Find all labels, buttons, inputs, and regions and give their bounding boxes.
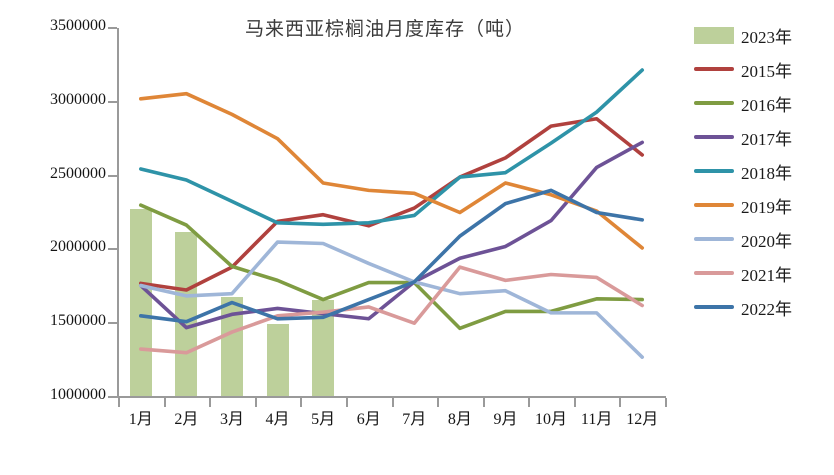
x-axis-tick-label: 9月 [493, 411, 518, 428]
y-axis-tick-label: 3500000 [50, 17, 106, 34]
bar [312, 299, 335, 397]
legend-swatch-line [694, 134, 734, 140]
x-axis-tick [345, 398, 348, 407]
legend-swatch-line [694, 100, 734, 106]
x-axis-tick [209, 398, 212, 407]
bar [266, 323, 289, 397]
bar [220, 296, 243, 397]
legend-swatch-line [694, 66, 734, 72]
x-axis-tick [163, 398, 166, 407]
x-axis-tick [254, 398, 257, 407]
x-axis-tick-label: 11月 [580, 411, 613, 428]
x-axis-tick-label: 12月 [626, 411, 659, 428]
legend-item[interactable]: 2022年 [694, 290, 829, 324]
line-series [138, 240, 645, 359]
legend-item[interactable]: 2015年 [694, 52, 829, 86]
legend-swatch-line [694, 202, 734, 208]
line-series [138, 203, 645, 331]
x-axis-tick [619, 398, 622, 407]
x-axis-tick-label: 2月 [174, 411, 199, 428]
y-axis-tick [108, 248, 117, 251]
legend-swatch-line [694, 236, 734, 242]
line-series-group [138, 68, 645, 359]
legend-label: 2019年 [741, 197, 792, 217]
x-axis-tick [528, 398, 531, 407]
legend-label: 2017年 [741, 129, 792, 149]
legend-item[interactable]: 2020年 [694, 222, 829, 256]
x-axis-tick-label: 4月 [265, 411, 290, 428]
line-series [138, 116, 645, 292]
x-axis-tick [482, 398, 485, 407]
chart-legend: 2023年 2015年 2016年 2017年 2018年 2019年 2020年 2021年… [694, 18, 829, 324]
line-series [138, 91, 645, 250]
legend-label: 2021年 [741, 265, 792, 285]
legend-swatch-line [694, 168, 734, 174]
x-axis-tick-label: 8月 [447, 411, 472, 428]
legend-label: 2015年 [741, 61, 792, 81]
legend-swatch-line [694, 270, 734, 276]
y-axis-tick [108, 174, 117, 177]
x-axis-tick-label: 1月 [128, 411, 153, 428]
x-axis-tick [573, 398, 576, 407]
line-series [138, 188, 645, 324]
legend-swatch-line [694, 304, 734, 310]
legend-item[interactable]: 2019年 [694, 188, 829, 222]
y-axis-tick [108, 100, 117, 103]
legend-item[interactable]: 2017年 [694, 120, 829, 154]
y-axis-line [117, 28, 119, 398]
line-series [138, 140, 645, 330]
x-axis-tick [391, 398, 394, 407]
plot-area [118, 28, 665, 397]
x-axis-line [117, 396, 666, 398]
x-axis-tick [437, 398, 440, 407]
legend-item[interactable]: 2018年 [694, 154, 829, 188]
legend-item[interactable]: 2021年 [694, 256, 829, 290]
line-series [138, 265, 645, 355]
y-axis-tick [108, 322, 117, 325]
x-axis-tick-label: 10月 [535, 411, 568, 428]
legend-item[interactable]: 2016年 [694, 86, 829, 120]
y-axis-tick [108, 27, 117, 29]
x-axis-tick-label: 3月 [219, 411, 244, 428]
legend-label: 2023年 [741, 27, 792, 47]
y-axis-tick [108, 396, 117, 398]
x-axis-tick-label: 5月 [311, 411, 336, 428]
x-axis-tick-label: 7月 [402, 411, 427, 428]
legend-label: 2018年 [741, 163, 792, 183]
legend-swatch-bar [694, 26, 734, 44]
x-axis-tick [118, 398, 120, 407]
x-axis-tick [665, 398, 667, 407]
y-axis-tick-label: 3000000 [50, 90, 106, 108]
y-axis-tick-label: 2000000 [50, 238, 106, 256]
x-axis-tick [300, 398, 303, 407]
bar [175, 231, 198, 397]
legend-label: 2022年 [741, 299, 792, 319]
y-axis-tick-label: 1000000 [50, 386, 106, 403]
legend-item[interactable]: 2023年 [694, 18, 829, 52]
legend-label: 2020年 [741, 231, 792, 251]
x-axis-tick-label: 6月 [356, 411, 381, 428]
y-axis-tick-label: 2500000 [50, 164, 106, 182]
chart-title: 马来西亚棕榈油月度库存（吨） [244, 19, 525, 40]
legend-label: 2016年 [741, 95, 792, 115]
y-axis-tick-label: 1500000 [50, 312, 106, 330]
line-series [138, 68, 645, 227]
